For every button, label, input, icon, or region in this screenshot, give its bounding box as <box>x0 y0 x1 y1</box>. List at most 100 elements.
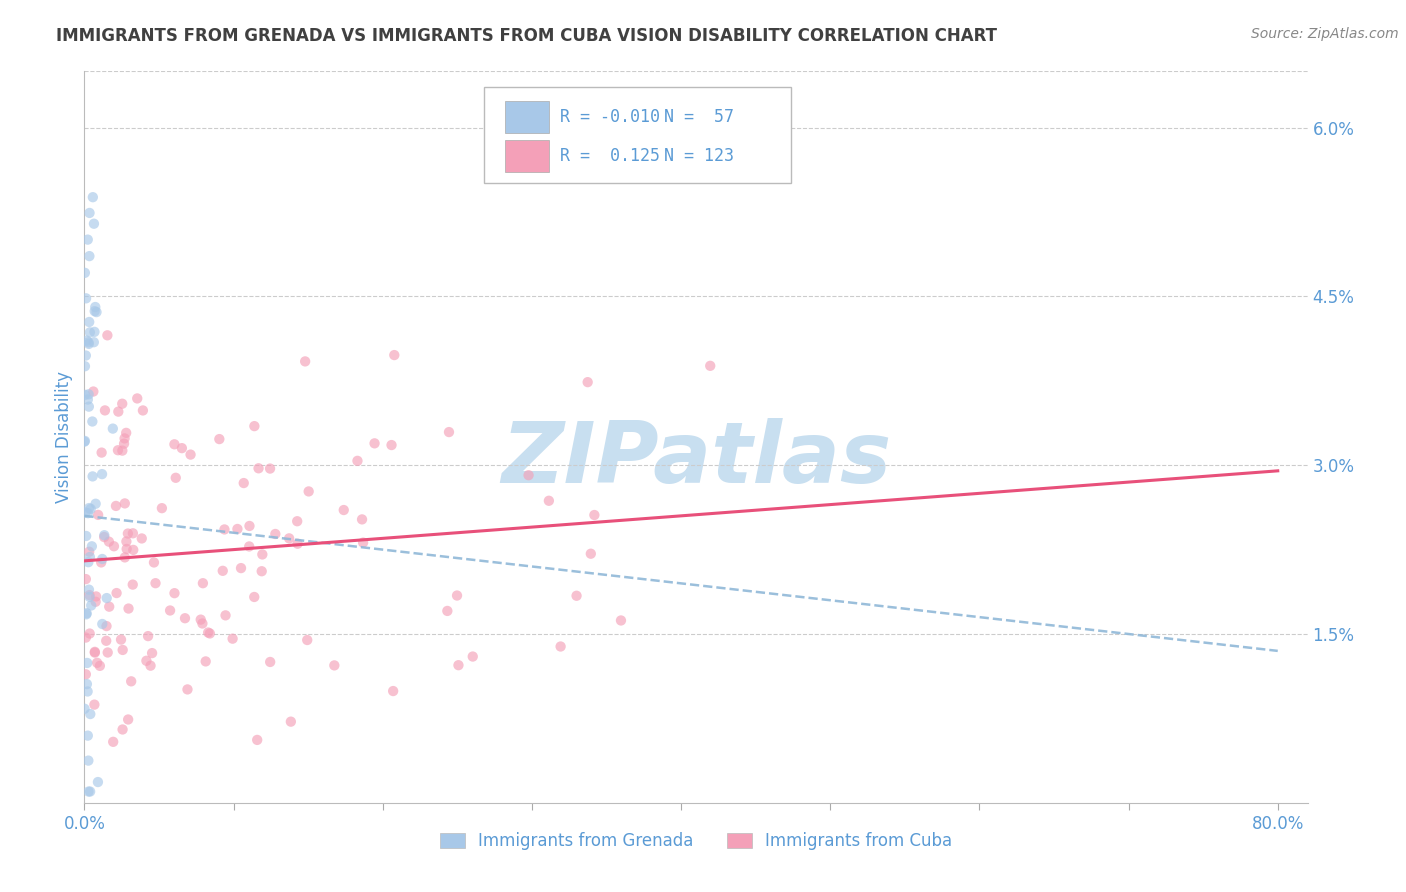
Point <box>120 674 142 689</box>
Point <box>191 576 214 591</box>
Point <box>77 582 100 597</box>
Point <box>576 375 599 389</box>
Point <box>115 425 138 440</box>
Point <box>127 392 149 406</box>
Point <box>79 549 101 564</box>
Point <box>76 677 98 691</box>
Point <box>122 526 145 541</box>
Point <box>550 640 572 654</box>
Text: Source: ZipAtlas.com: Source: ZipAtlas.com <box>1251 27 1399 41</box>
Point <box>232 476 254 491</box>
FancyBboxPatch shape <box>505 140 550 172</box>
Point <box>73 702 96 716</box>
Text: IMMIGRANTS FROM GRENADA VS IMMIGRANTS FROM CUBA VISION DISABILITY CORRELATION CH: IMMIGRANTS FROM GRENADA VS IMMIGRANTS FR… <box>56 27 997 45</box>
Point <box>382 684 405 698</box>
Point <box>75 349 97 363</box>
Point <box>75 572 97 586</box>
Point <box>75 291 97 305</box>
Point <box>114 550 136 565</box>
Point <box>79 588 101 602</box>
Point <box>82 469 104 483</box>
Point <box>380 438 402 452</box>
Point <box>98 599 121 614</box>
Point <box>111 397 134 411</box>
Point <box>80 502 103 516</box>
Point <box>131 532 153 546</box>
Point <box>84 497 107 511</box>
Point <box>112 436 135 450</box>
Point <box>87 508 110 522</box>
Point <box>579 547 602 561</box>
Point <box>132 403 155 417</box>
Point <box>143 556 166 570</box>
Point <box>76 606 98 620</box>
Point <box>101 421 124 435</box>
Point <box>80 599 103 613</box>
Point <box>238 519 260 533</box>
Point <box>170 441 193 455</box>
Point <box>79 326 101 340</box>
Point <box>117 526 139 541</box>
Point <box>139 658 162 673</box>
Point <box>77 335 100 350</box>
Point <box>77 501 100 516</box>
Point <box>229 561 252 575</box>
Point <box>93 530 115 544</box>
Point <box>287 537 309 551</box>
Point <box>77 784 100 798</box>
Point <box>250 564 273 578</box>
Point <box>76 233 98 247</box>
Point <box>73 359 96 374</box>
Point <box>77 545 100 559</box>
Point <box>73 434 96 449</box>
Point <box>83 645 105 659</box>
Point <box>97 534 120 549</box>
Point <box>238 540 260 554</box>
Point <box>150 501 173 516</box>
Point <box>93 528 115 542</box>
Point <box>91 617 114 632</box>
Point <box>73 266 96 280</box>
Point <box>135 654 157 668</box>
Point <box>79 590 101 604</box>
Point <box>285 514 308 528</box>
Point <box>446 589 468 603</box>
Point <box>145 576 167 591</box>
Point <box>382 348 405 362</box>
Point <box>94 403 117 417</box>
Point <box>105 586 128 600</box>
Point <box>461 649 484 664</box>
Point <box>82 190 104 204</box>
Point <box>252 548 274 562</box>
Point <box>75 506 97 520</box>
Point <box>190 613 212 627</box>
Point <box>84 300 107 314</box>
Point <box>75 607 97 622</box>
Point <box>537 493 560 508</box>
Point <box>84 595 107 609</box>
Point <box>77 506 100 520</box>
Point <box>136 629 159 643</box>
Text: ZIPatlas: ZIPatlas <box>501 417 891 500</box>
Point <box>610 614 633 628</box>
Point <box>259 461 281 475</box>
Point <box>583 508 606 522</box>
Point <box>211 564 233 578</box>
Point <box>83 646 105 660</box>
Point <box>76 392 98 407</box>
Point <box>91 467 114 482</box>
Point <box>79 707 101 722</box>
Point <box>79 626 101 640</box>
Point <box>565 589 588 603</box>
Point <box>77 400 100 414</box>
Point <box>79 249 101 263</box>
Point <box>221 632 243 646</box>
Point <box>75 667 97 681</box>
Y-axis label: Vision Disability: Vision Disability <box>55 371 73 503</box>
Point <box>75 388 97 402</box>
Point <box>298 484 321 499</box>
Point <box>77 754 100 768</box>
Point <box>83 304 105 318</box>
Point <box>226 522 249 536</box>
Point <box>96 619 118 633</box>
